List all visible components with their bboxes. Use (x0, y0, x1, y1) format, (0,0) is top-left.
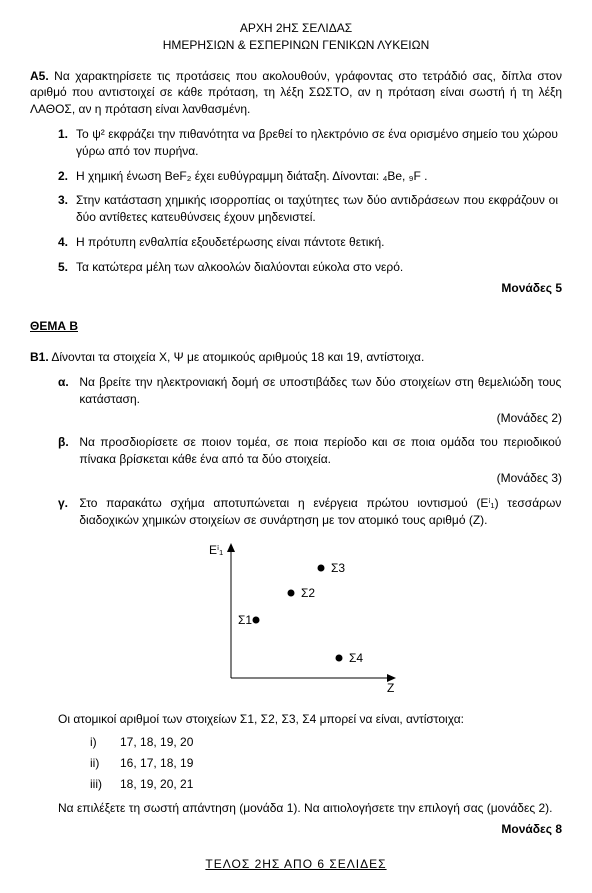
b1-opt-label: i) (90, 734, 120, 751)
a5-item-text: Η χημική ένωση BeF₂ έχει ευθύγραμμη διάτ… (76, 168, 558, 185)
b1-after-chart: Οι ατομικοί αριθμοί των στοιχείων Σ1, Σ2… (30, 711, 562, 728)
a5-item-num: 2. (58, 168, 76, 185)
b1-sub-label: γ. (58, 495, 76, 512)
a5-item-num: 3. (58, 192, 76, 209)
a5-item-text: Τα κατώτερα μέλη των αλκοολών διαλύονται… (76, 259, 558, 276)
b1-closing: Να επιλέξετε τη σωστή απάντηση (μονάδα 1… (30, 800, 562, 817)
svg-text:Z: Z (387, 681, 394, 695)
a5-item-num: 5. (58, 259, 76, 276)
b1-sub-monades: (Μονάδες 2) (58, 410, 562, 427)
page-header-line2: ΗΜΕΡΗΣΙΩΝ & ΕΣΠΕΡΙΝΩΝ ΓΕΝΙΚΩΝ ΛΥΚΕΙΩΝ (30, 37, 562, 54)
ionization-chart-svg: Eⁱ₁ Z Σ1 Σ2 Σ3 Σ4 (191, 538, 401, 698)
b1-sub-text: Να προσδιορίσετε σε ποιον τομέα, σε ποια… (79, 434, 561, 468)
b1-monades: Μονάδες 8 (30, 821, 562, 838)
b1-sub-text: Στο παρακάτω σχήμα αποτυπώνεται η ενέργε… (79, 495, 561, 529)
a5-item-text: Η πρότυπη ενθαλπία εξουδετέρωσης είναι π… (76, 234, 558, 251)
page-header-line1: ΑΡΧΗ 2ΗΣ ΣΕΛΙΔΑΣ (30, 20, 562, 37)
b1-sub-monades: (Μονάδες 3) (58, 470, 562, 487)
a5-item-text: Το ψ² εκφράζει την πιθανότητα να βρεθεί … (76, 126, 558, 160)
b1-options: i)17, 18, 19, 20 ii)16, 17, 18, 19 iii)1… (30, 734, 562, 792)
svg-text:Σ1: Σ1 (238, 613, 252, 627)
a5-items: 1.Το ψ² εκφράζει την πιθανότητα να βρεθε… (30, 126, 562, 276)
svg-text:Eⁱ₁: Eⁱ₁ (209, 543, 223, 557)
a5-item-num: 4. (58, 234, 76, 251)
b1-opt-text: 17, 18, 19, 20 (120, 735, 193, 749)
svg-text:Σ2: Σ2 (301, 586, 315, 600)
b1-label: Β1. (30, 350, 49, 364)
b1-chart: Eⁱ₁ Z Σ1 Σ2 Σ3 Σ4 (30, 538, 562, 703)
thema-b-title: ΘΕΜΑ Β (30, 318, 562, 335)
a5-label: Α5. (30, 69, 49, 83)
b1-subitems: α. Να βρείτε την ηλεκτρονιακή δομή σε υπ… (30, 374, 562, 528)
b1-opt-text: 18, 19, 20, 21 (120, 777, 193, 791)
a5-item-text: Στην κατάσταση χημικής ισορροπίας οι ταχ… (76, 192, 558, 226)
a5-intro: Να χαρακτηρίσετε τις προτάσεις που ακολο… (30, 69, 562, 117)
b1-sub-label: α. (58, 374, 76, 391)
page-footer: ΤΕΛΟΣ 2ΗΣ ΑΠΟ 6 ΣΕΛΙΔΕΣ (30, 856, 562, 873)
b1-opt-label: ii) (90, 755, 120, 772)
b1-sub-text: Να βρείτε την ηλεκτρονιακή δομή σε υποστ… (79, 374, 561, 408)
b1-opt-label: iii) (90, 776, 120, 793)
b1-opt-text: 16, 17, 18, 19 (120, 756, 193, 770)
b1-intro: Δίνονται τα στοιχεία Χ, Ψ με ατομικούς α… (51, 350, 424, 364)
a5-monades: Μονάδες 5 (30, 280, 562, 297)
b1-sub-label: β. (58, 434, 76, 451)
question-a5: Α5. Να χαρακτηρίσετε τις προτάσεις που α… (30, 68, 562, 297)
svg-text:Σ4: Σ4 (349, 651, 363, 665)
svg-text:Σ3: Σ3 (331, 561, 345, 575)
a5-item-num: 1. (58, 126, 76, 143)
question-b1: Β1. Δίνονται τα στοιχεία Χ, Ψ με ατομικο… (30, 349, 562, 838)
